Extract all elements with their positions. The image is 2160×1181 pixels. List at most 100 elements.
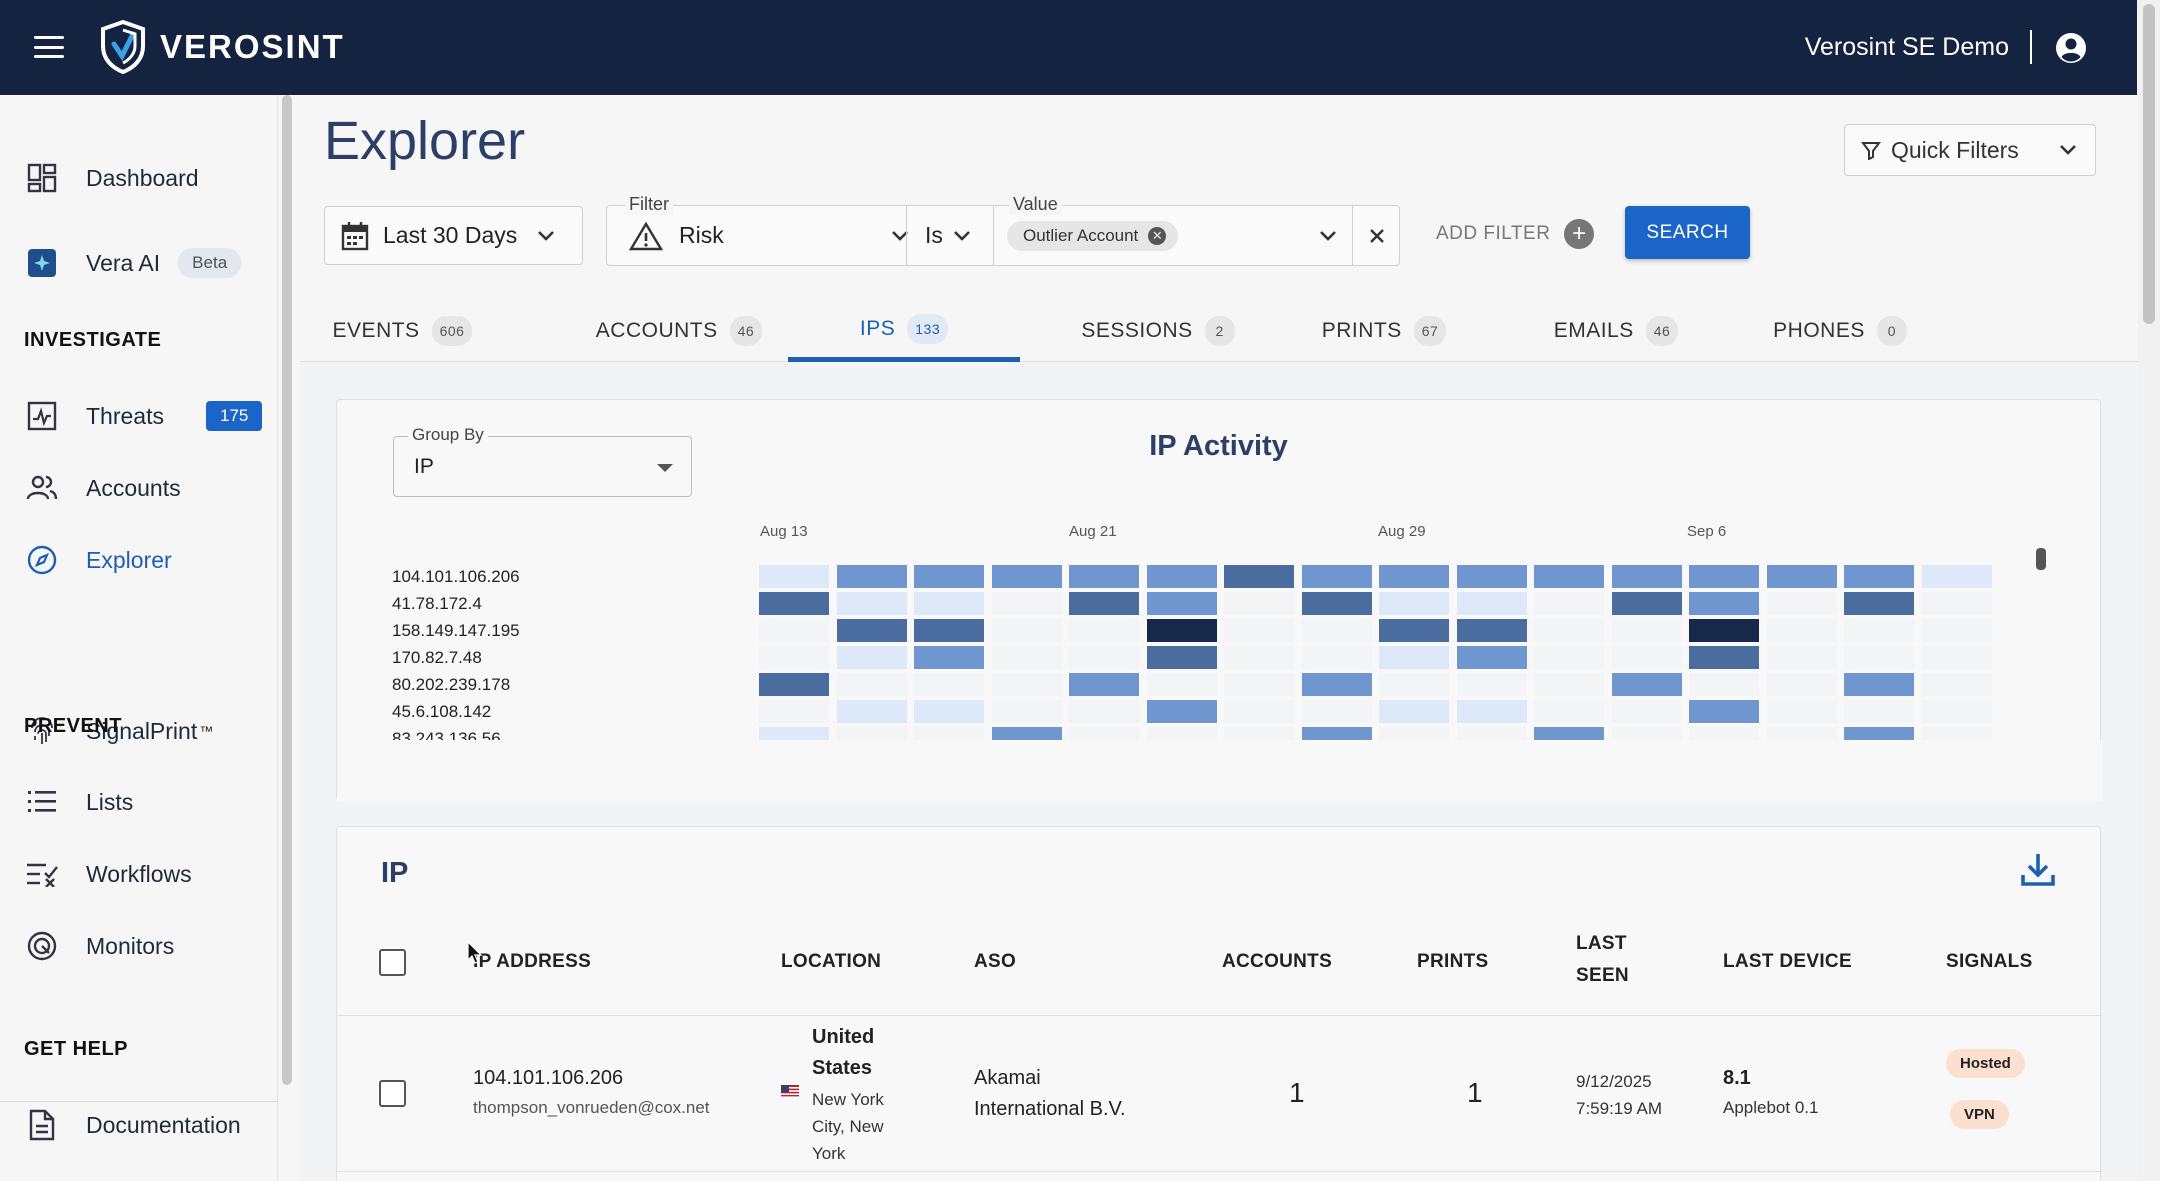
heatmap-cell[interactable] xyxy=(1611,673,1682,696)
heatmap-cell[interactable] xyxy=(1766,727,1837,740)
heatmap-cell[interactable] xyxy=(1379,727,1449,740)
heatmap-cell[interactable] xyxy=(759,646,829,669)
heatmap-cell[interactable] xyxy=(1224,646,1294,669)
sidebar-item-lists[interactable]: Lists xyxy=(24,782,133,822)
heatmap-cell[interactable] xyxy=(1379,673,1449,696)
heatmap-cell[interactable] xyxy=(1689,700,1759,723)
sidebar-item-monitors[interactable]: Monitors xyxy=(24,926,174,966)
value-chip[interactable]: Outlier Account ✕ xyxy=(1007,220,1179,251)
heatmap-cell[interactable] xyxy=(1069,619,1139,642)
heatmap-cell[interactable] xyxy=(836,619,907,642)
page-scrollbar[interactable] xyxy=(2138,0,2160,1181)
heatmap-cell[interactable] xyxy=(836,673,907,696)
column-header-last-seen[interactable]: LAST SEEN xyxy=(1576,933,1629,997)
column-header-prints[interactable]: PRINTS xyxy=(1417,951,1489,972)
sidebar-scrollbar[interactable] xyxy=(282,95,292,1085)
heatmap-cell[interactable] xyxy=(1069,592,1139,615)
group-by-select[interactable]: Group By IP xyxy=(393,425,692,497)
heatmap-cell[interactable] xyxy=(1534,565,1604,588)
filter-field-select[interactable]: Risk xyxy=(629,206,909,265)
heatmap-cell[interactable] xyxy=(991,646,1062,669)
heatmap-cell[interactable] xyxy=(1069,700,1139,723)
heatmap-cell[interactable] xyxy=(1224,619,1294,642)
column-header-location[interactable]: LOCATION xyxy=(781,951,882,972)
heatmap-cell[interactable] xyxy=(1611,592,1682,615)
heatmap-cell[interactable] xyxy=(1534,727,1604,740)
heatmap-cell[interactable] xyxy=(1456,727,1527,740)
account-circle-icon[interactable] xyxy=(2055,32,2087,64)
heatmap-cell[interactable] xyxy=(1146,700,1217,723)
heatmap-cell[interactable] xyxy=(914,727,984,740)
heatmap-cell[interactable] xyxy=(1534,673,1604,696)
heatmap-cell[interactable] xyxy=(1844,727,1914,740)
heatmap-cell[interactable] xyxy=(914,565,984,588)
heatmap-cell[interactable] xyxy=(836,565,907,588)
heatmap-cell[interactable] xyxy=(1146,673,1217,696)
sidebar-item-accounts[interactable]: Accounts xyxy=(24,468,181,508)
heatmap-cell[interactable] xyxy=(1766,619,1837,642)
heatmap-cell[interactable] xyxy=(1921,727,1992,740)
heatmap-cell[interactable] xyxy=(1069,673,1139,696)
heatmap-cell[interactable] xyxy=(991,565,1062,588)
heatmap-cell[interactable] xyxy=(1456,673,1527,696)
operator-select[interactable]: Is xyxy=(925,206,985,265)
heatmap-cell[interactable] xyxy=(914,646,984,669)
heatmap-cell[interactable] xyxy=(1611,646,1682,669)
heatmap-cell[interactable] xyxy=(1844,592,1914,615)
clear-filter-button[interactable] xyxy=(1369,206,1393,265)
heatmap-cell[interactable] xyxy=(1301,700,1372,723)
column-header-ip-address[interactable]: IP ADDRESS xyxy=(473,951,592,972)
chip-remove-icon[interactable]: ✕ xyxy=(1148,226,1167,245)
value-select[interactable]: Outlier Account ✕ xyxy=(1007,206,1337,265)
heatmap-cell[interactable] xyxy=(1379,565,1449,588)
heatmap-cell[interactable] xyxy=(759,700,829,723)
heatmap-cell[interactable] xyxy=(1611,565,1682,588)
tab-sessions[interactable]: SESSIONS 2 xyxy=(1042,300,1274,362)
heatmap-cell[interactable] xyxy=(1301,565,1372,588)
menu-icon[interactable] xyxy=(34,36,64,58)
heatmap-cell[interactable] xyxy=(836,646,907,669)
heatmap-cell[interactable] xyxy=(1301,727,1372,740)
heatmap-cell[interactable] xyxy=(991,619,1062,642)
download-icon[interactable] xyxy=(2019,851,2057,889)
heatmap-cell[interactable] xyxy=(1456,565,1527,588)
heatmap-cell[interactable] xyxy=(991,700,1062,723)
heatmap-cell[interactable] xyxy=(1921,592,1992,615)
heatmap-cell[interactable] xyxy=(1301,646,1372,669)
column-header-accounts[interactable]: ACCOUNTS xyxy=(1222,951,1333,972)
heatmap-cell[interactable] xyxy=(1689,727,1759,740)
column-header-last-device[interactable]: LAST DEVICE xyxy=(1723,951,1852,972)
heatmap-cell[interactable] xyxy=(1534,646,1604,669)
heatmap-cell[interactable] xyxy=(1844,619,1914,642)
heatmap-cell[interactable] xyxy=(1844,565,1914,588)
heatmap-cell[interactable] xyxy=(1534,592,1604,615)
date-range-select[interactable]: Last 30 Days xyxy=(324,206,583,265)
heatmap-cell[interactable] xyxy=(1766,646,1837,669)
sidebar-item-signalprint[interactable]: SignalPrint ™ xyxy=(24,711,213,751)
heatmap-cell[interactable] xyxy=(991,592,1062,615)
heatmap-cell[interactable] xyxy=(1766,565,1837,588)
heatmap-cell[interactable] xyxy=(1379,619,1449,642)
add-filter-button[interactable]: ADD FILTER + xyxy=(1436,219,1595,249)
tab-emails[interactable]: EMAILS 46 xyxy=(1500,300,1732,362)
heatmap-cell[interactable] xyxy=(1224,700,1294,723)
heatmap-cell[interactable] xyxy=(1146,619,1217,642)
heatmap-cell[interactable] xyxy=(1224,565,1294,588)
heatmap-cell[interactable] xyxy=(1766,592,1837,615)
heatmap-cell[interactable] xyxy=(1146,646,1217,669)
brand-logo[interactable]: VEROSINT xyxy=(100,20,345,74)
heatmap-cell[interactable] xyxy=(1301,673,1372,696)
accounts-count[interactable]: 1 xyxy=(1289,1077,1305,1108)
search-button[interactable]: SEARCH xyxy=(1625,206,1750,259)
heatmap-cell[interactable] xyxy=(1456,700,1527,723)
heatmap-cell[interactable] xyxy=(1921,700,1992,723)
scrollbar-thumb[interactable] xyxy=(2143,4,2155,324)
heatmap-cell[interactable] xyxy=(914,673,984,696)
heatmap-cell[interactable] xyxy=(1069,565,1139,588)
heatmap-cell[interactable] xyxy=(759,592,829,615)
sidebar-item-vera-ai[interactable]: Vera AI Beta xyxy=(24,243,242,283)
heatmap-cell[interactable] xyxy=(1224,592,1294,615)
heatmap-cell[interactable] xyxy=(914,619,984,642)
heatmap-cell[interactable] xyxy=(759,565,829,588)
heatmap-cell[interactable] xyxy=(836,592,907,615)
